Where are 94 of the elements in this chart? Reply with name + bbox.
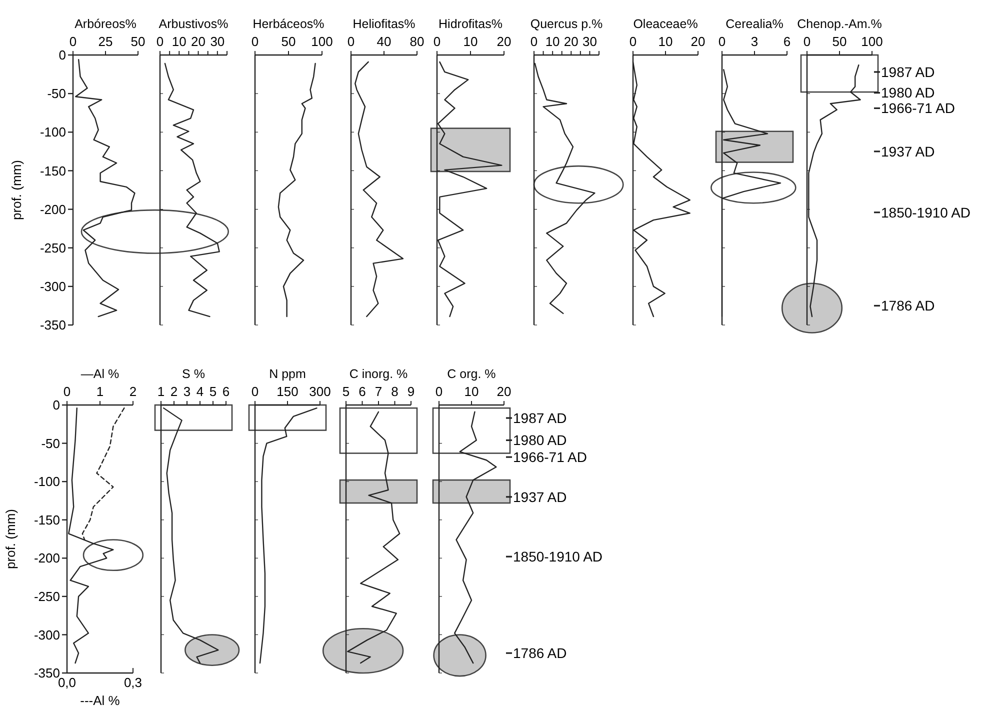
x-tick-label: 10 [545, 34, 560, 49]
x2-axis-title: ---Al % [80, 693, 120, 708]
y-tick-label: -150 [34, 512, 60, 528]
y-axis-title: prof. (mm) [9, 160, 24, 220]
x-tick-label: 9 [407, 384, 415, 399]
x-tick-label: 0 [251, 34, 259, 49]
y-tick-label: -350 [34, 666, 60, 681]
y-tick-label: -200 [40, 202, 66, 217]
x-tick-label: 30 [210, 34, 225, 49]
x-tick-label: 0 [156, 34, 164, 49]
x-tick-label: 0 [629, 34, 637, 49]
x-tick-label: 50 [832, 34, 847, 49]
y-axis-title: prof. (mm) [3, 509, 18, 569]
x-tick-label: 0 [530, 34, 538, 49]
x-tick-label: 5 [342, 384, 350, 399]
x-tick-label: 0 [251, 384, 259, 399]
x-tick-label: 0 [803, 34, 811, 49]
x-tick-label: 20 [496, 384, 512, 399]
x-axis-title: C org. % [447, 367, 496, 381]
x-tick-label: 1 [157, 384, 165, 399]
x-tick-label: 0 [347, 34, 355, 49]
ref-line-label: 1987 AD [881, 64, 935, 80]
ref-line-label: 1980 AD [881, 84, 935, 101]
x-tick-label: 20 [564, 34, 578, 49]
y-tick-label: 0 [58, 48, 66, 63]
ref-line-label: 1937 AD [881, 143, 935, 160]
y-tick-label: -150 [40, 163, 66, 178]
x-tick-label: 0 [718, 34, 726, 49]
x-tick-label: 7 [374, 384, 382, 399]
x-tick-label: 100 [311, 34, 333, 49]
ref-line-label: 1966-71 AD [513, 448, 587, 465]
y-tick-label: -300 [34, 627, 60, 642]
x-axis-title: Herbáceos% [252, 17, 324, 31]
x-axis-title: Oleaceae% [633, 17, 698, 31]
x-tick-label: 50 [281, 34, 296, 49]
x-tick-label: 40 [376, 34, 392, 49]
x-tick-label: 6 [783, 34, 791, 49]
x-axis-title: Arbóreos% [74, 17, 136, 31]
x-tick-label: 80 [410, 34, 424, 49]
x-tick-label: 6 [222, 384, 230, 399]
y-tick-label: -100 [40, 124, 66, 140]
x-tick-label: 4 [196, 384, 204, 399]
y-tick-label: -200 [34, 550, 60, 566]
ref-line-label: 1987 AD [513, 410, 567, 426]
x-tick-label: 6 [358, 384, 366, 399]
x-tick-label: 10 [463, 34, 478, 49]
x-tick-label: 300 [309, 384, 331, 399]
x-axis-title: Cerealia% [726, 17, 784, 31]
ref-line-label: 1786 AD [881, 298, 935, 314]
x-tick-label: 3 [183, 384, 191, 399]
x-tick-label: 50 [130, 34, 146, 49]
x-tick-label: 2 [129, 384, 137, 399]
x2-tick-label: 0,3 [124, 675, 142, 690]
y-tick-label: -250 [34, 588, 60, 604]
ref-line-label: 1786 AD [513, 644, 567, 661]
x-axis-title: Arbustivos% [158, 17, 228, 31]
x-tick-label: 25 [98, 34, 113, 49]
x-tick-label: 1 [96, 384, 104, 399]
y-tick-label: 0 [52, 398, 60, 413]
x-axis-title: Heliofitas% [352, 17, 416, 31]
ref-line-label: 1980 AD [513, 432, 567, 448]
x-tick-label: 0 [435, 384, 443, 399]
ref-line-label: 1850-1910 AD [513, 548, 603, 565]
x-tick-label: 0 [433, 34, 441, 49]
x-axis-title: S % [182, 367, 205, 381]
y-tick-label: -300 [40, 278, 66, 294]
x-tick-label: 100 [861, 34, 883, 49]
y-tick-label: -250 [40, 240, 66, 256]
x-axis-title: Chenop.-Am.% [797, 17, 882, 31]
x-tick-label: 20 [191, 34, 206, 49]
x-axis-title: C inorg. % [349, 367, 408, 381]
x-tick-label: 2 [170, 384, 178, 399]
x-tick-label: 30 [582, 34, 597, 49]
y-tick-label: -50 [47, 86, 66, 102]
x-tick-label: 10 [658, 34, 673, 49]
ref-line-label: 1937 AD [513, 488, 567, 505]
y-tick-label: -50 [41, 436, 60, 451]
x-tick-label: 8 [391, 384, 398, 399]
x-tick-label: 0 [69, 34, 77, 49]
x-tick-label: 10 [172, 34, 186, 49]
ref-line-label: 1850-1910 AD [881, 204, 971, 220]
x-tick-label: 20 [496, 34, 512, 49]
x-axis-title: Hidrofitas% [438, 17, 502, 31]
x-tick-label: 10 [464, 384, 479, 399]
x-tick-label: 150 [276, 384, 298, 399]
x-axis-title: Quercus p.% [530, 17, 603, 31]
x-axis-title: N ppm [269, 367, 306, 381]
y-tick-label: -350 [40, 318, 66, 333]
x-tick-label: 20 [690, 34, 706, 49]
x-tick-label: 3 [750, 34, 758, 49]
x-axis-title: —Al % [80, 367, 120, 381]
ref-line-label: 1966-71 AD [881, 100, 955, 116]
x-tick-label: 5 [209, 384, 217, 399]
y-tick-label: -100 [34, 474, 60, 490]
